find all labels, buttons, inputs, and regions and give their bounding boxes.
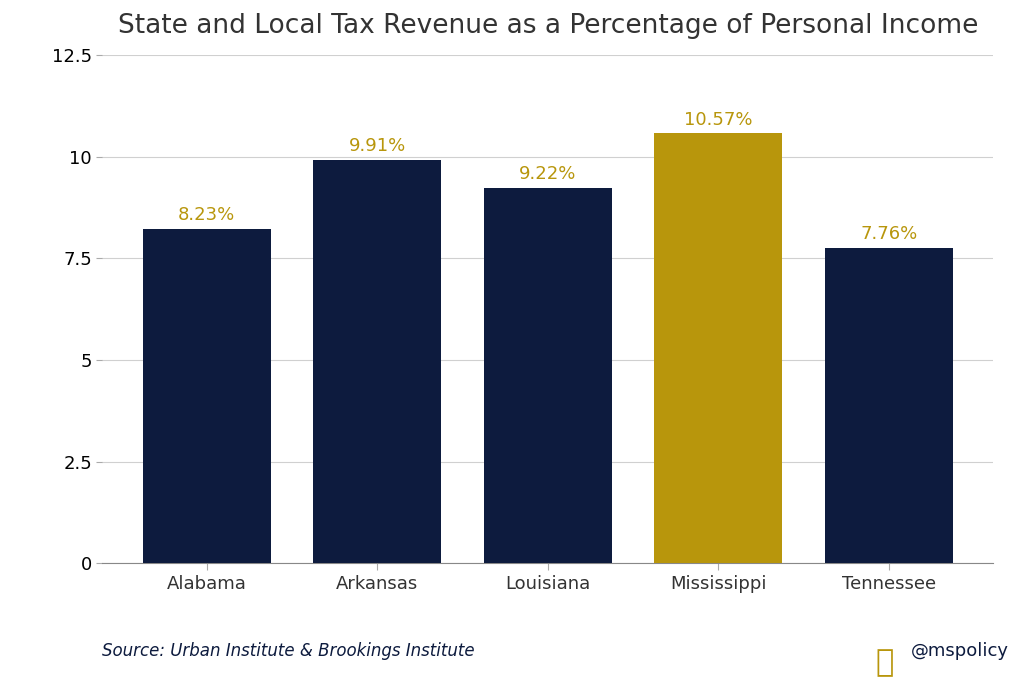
Bar — [484, 188, 611, 563]
Text: 9.22%: 9.22% — [519, 166, 577, 183]
Text: @mspolicy: @mspolicy — [911, 642, 1010, 660]
Text: Source: Urban Institute & Brookings Institute: Source: Urban Institute & Brookings Inst… — [102, 642, 475, 660]
Text: 10.57%: 10.57% — [684, 111, 753, 128]
Bar — [143, 229, 270, 563]
Text: 🏆: 🏆 — [876, 648, 894, 677]
Bar — [313, 160, 441, 563]
Text: 7.76%: 7.76% — [860, 225, 918, 243]
Bar — [825, 248, 952, 563]
Bar — [654, 133, 782, 563]
Title: State and Local Tax Revenue as a Percentage of Personal Income: State and Local Tax Revenue as a Percent… — [118, 13, 978, 38]
Text: 8.23%: 8.23% — [178, 205, 236, 224]
Text: 9.91%: 9.91% — [349, 137, 406, 155]
